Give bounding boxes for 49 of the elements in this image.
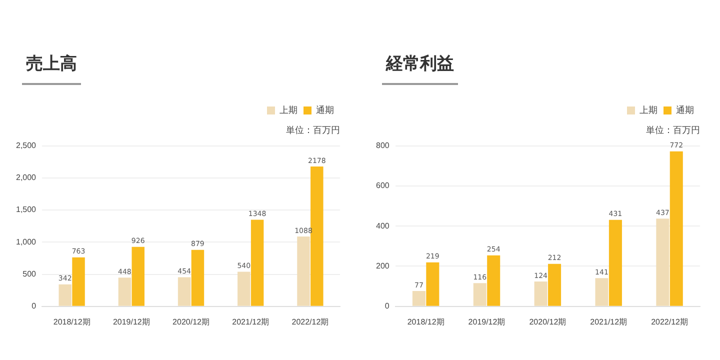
bar [191,250,204,306]
chart-title: 売上高 [22,52,81,85]
bar [487,255,500,306]
legend-label: 上期 [640,104,658,115]
y-tick-label: 500 [22,269,37,278]
x-tick-label: 2022/12期 [292,317,329,326]
bar [608,220,622,306]
y-tick-label: 1,500 [16,205,37,214]
x-tick-label: 2019/12期 [112,317,150,326]
y-tick-label: 600 [376,181,390,190]
bar [310,166,324,306]
bar [178,277,191,306]
bar [250,220,264,306]
chart-title: 経常利益 [382,52,458,85]
bar [132,246,144,306]
bar [118,278,132,306]
text: 単位：百万円 [286,124,340,135]
bar [72,257,85,306]
y-tick-label: 2,500 [16,141,37,150]
bar [58,284,72,306]
bar [238,272,250,306]
y-tick-label: 0 [32,302,37,311]
x-tick-label: 2020/12期 [529,317,566,326]
bar [473,283,486,306]
y-tick-label: 200 [376,261,390,270]
y-tick-label: 800 [376,141,390,150]
bar [297,236,310,306]
legend-label: 上期 [280,104,298,115]
text: 単位：百万円 [646,124,700,135]
x-tick-label: 2020/12期 [172,317,210,326]
bar [426,262,440,306]
x-tick-label: 2021/12期 [232,317,270,326]
bar [670,151,683,306]
legend-label: 通期 [676,104,694,115]
bar [656,218,670,306]
bar [548,264,562,306]
bar [534,282,548,306]
x-tick-label: 2021/12期 [590,317,628,326]
x-tick-label: 2018/12期 [53,317,90,326]
bar [595,278,608,306]
y-tick-label: 400 [376,221,390,230]
y-tick-label: 1,000 [16,237,37,246]
y-tick-label: 2,000 [16,173,37,182]
x-tick-label: 2019/12期 [468,317,506,326]
y-tick-label: 0 [384,302,390,311]
x-tick-label: 2018/12期 [407,317,444,326]
legend-label: 通期 [316,104,334,115]
bar [412,290,426,306]
x-tick-label: 2022/12期 [651,317,688,326]
